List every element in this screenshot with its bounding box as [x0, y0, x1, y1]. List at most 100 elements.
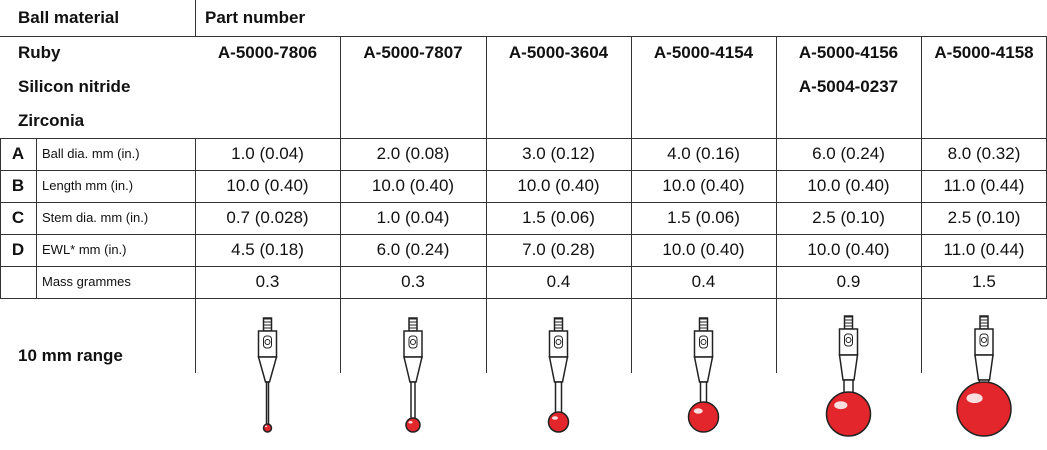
cell: 3.0 (0.12) [522, 144, 595, 163]
rule [486, 36, 487, 298]
rule [195, 298, 196, 373]
row-label: Length mm (in.) [42, 178, 134, 193]
rule [195, 138, 196, 298]
probe-part [554, 335, 563, 349]
probe-part [825, 391, 872, 437]
probe-part [554, 381, 563, 415]
cell: 2.5 (0.10) [947, 208, 1021, 227]
probe-part [552, 416, 558, 420]
cell: 1.5 (0.06) [522, 208, 595, 227]
row-label: Ball dia. mm (in.) [42, 146, 140, 161]
cell: 2.5 (0.10) [812, 208, 885, 227]
rule [0, 170, 1047, 171]
probe-part [974, 354, 994, 381]
cell: 1.0 (0.04) [376, 208, 450, 227]
cell: 0.3 [401, 272, 425, 291]
material: Ruby [18, 43, 61, 62]
cell: 8.0 (0.32) [947, 144, 1021, 163]
cell: 1.5 (0.06) [667, 208, 740, 227]
cell: 6.0 (0.24) [812, 144, 885, 163]
rule [0, 202, 1047, 203]
header-label: Ball material [18, 8, 120, 27]
probe-part [845, 337, 852, 343]
row-letter: D [11, 240, 25, 259]
range-label: 10 mm range [18, 346, 123, 365]
part-number: A-5000-3604 [508, 43, 609, 62]
part-number: A-5000-4154 [653, 43, 754, 62]
cell: 4.0 (0.16) [667, 144, 740, 163]
cell: 10.0 (0.40) [662, 176, 745, 195]
part-number: A-5004-0237 [798, 77, 899, 96]
probe-part [257, 356, 278, 383]
rule [36, 138, 37, 298]
cell: 0.4 [691, 272, 716, 291]
probe-part [979, 333, 989, 347]
rule [776, 298, 777, 373]
cell: 7.0 (0.28) [522, 240, 595, 259]
probe-part [408, 335, 418, 349]
cell: 6.0 (0.24) [376, 240, 450, 259]
cell: 10.0 (0.40) [662, 240, 745, 259]
cell: 10.0 (0.40) [517, 176, 600, 195]
probe-part [838, 354, 859, 381]
rule [0, 234, 1047, 235]
row-label: Mass grammes [42, 274, 131, 289]
probe-part [405, 417, 421, 433]
probe-part [700, 339, 707, 345]
part-number: A-5000-4158 [934, 43, 1034, 62]
probe-part [408, 420, 413, 424]
rule [340, 298, 341, 373]
rule [776, 36, 777, 298]
rule [486, 298, 487, 373]
probe-part [548, 356, 569, 383]
probe-part [547, 411, 570, 433]
probe-part [834, 401, 848, 410]
probe-part [844, 333, 853, 347]
cell: 10.0 (0.40) [226, 176, 309, 195]
cell: 11.0 (0.44) [943, 240, 1025, 259]
rule [921, 36, 922, 298]
cell: 10.0 (0.40) [371, 176, 455, 195]
probe-part [264, 339, 271, 345]
row-letter: B [11, 176, 25, 195]
rule [340, 36, 341, 298]
header-label: Part number [205, 8, 306, 27]
probe-part [966, 393, 983, 404]
row-label: EWL* mm (in.) [42, 242, 127, 257]
cell: 11.0 (0.44) [943, 176, 1025, 195]
probe-part [410, 381, 416, 421]
rule [0, 298, 1047, 299]
probe-part [687, 401, 720, 433]
part-number: A-5000-7807 [363, 43, 463, 62]
cell: 0.4 [546, 272, 571, 291]
cell: 0.9 [836, 272, 861, 291]
probe-part [265, 381, 270, 427]
part-number: A-5000-7806 [217, 43, 318, 62]
cell: 1.5 [972, 272, 996, 291]
probe-part [410, 339, 416, 345]
part-number: A-5000-4156 [798, 43, 899, 62]
probe-part [262, 423, 273, 433]
material: Zirconia [18, 111, 85, 130]
rule [0, 36, 1047, 37]
rule [921, 298, 922, 373]
probe-part [956, 381, 1012, 437]
rule [0, 266, 1047, 267]
probe-part [403, 356, 423, 383]
rule [0, 138, 1, 298]
row-letter: C [11, 208, 25, 227]
rule [631, 298, 632, 373]
cell: 10.0 (0.40) [807, 240, 890, 259]
material: Silicon nitride [18, 77, 131, 96]
probe-part [981, 337, 987, 343]
rule [0, 138, 1047, 139]
cell: 2.0 (0.08) [376, 144, 450, 163]
cell: 1.0 (0.04) [231, 144, 304, 163]
probe-part [699, 381, 708, 405]
probe-part [264, 425, 268, 428]
probe-part [263, 335, 272, 349]
cell: 10.0 (0.40) [807, 176, 890, 195]
rule [195, 0, 196, 36]
